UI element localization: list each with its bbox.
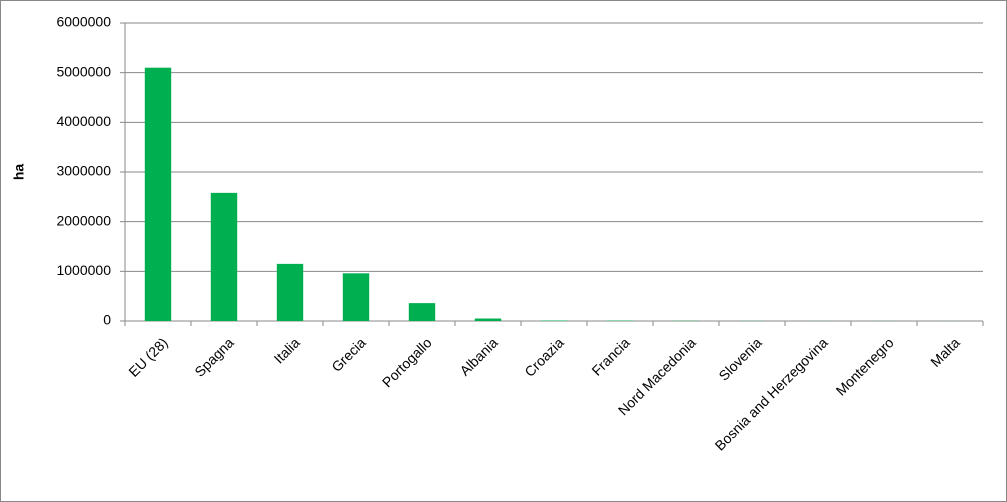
y-tick-label: 3000000 (56, 163, 111, 179)
y-tick-label: 2000000 (56, 212, 111, 228)
y-tick-label: 6000000 (56, 14, 111, 30)
bar (144, 67, 172, 321)
bar (342, 273, 370, 321)
y-tick-label: 4000000 (56, 113, 111, 129)
y-tick-label: 1000000 (56, 262, 111, 278)
bar (474, 318, 502, 321)
bar (210, 192, 238, 321)
bar (276, 263, 304, 321)
y-tick-label: 5000000 (56, 63, 111, 79)
y-tick-label: 0 (103, 312, 111, 328)
y-axis-label: ha (11, 164, 27, 181)
bar (408, 303, 436, 321)
